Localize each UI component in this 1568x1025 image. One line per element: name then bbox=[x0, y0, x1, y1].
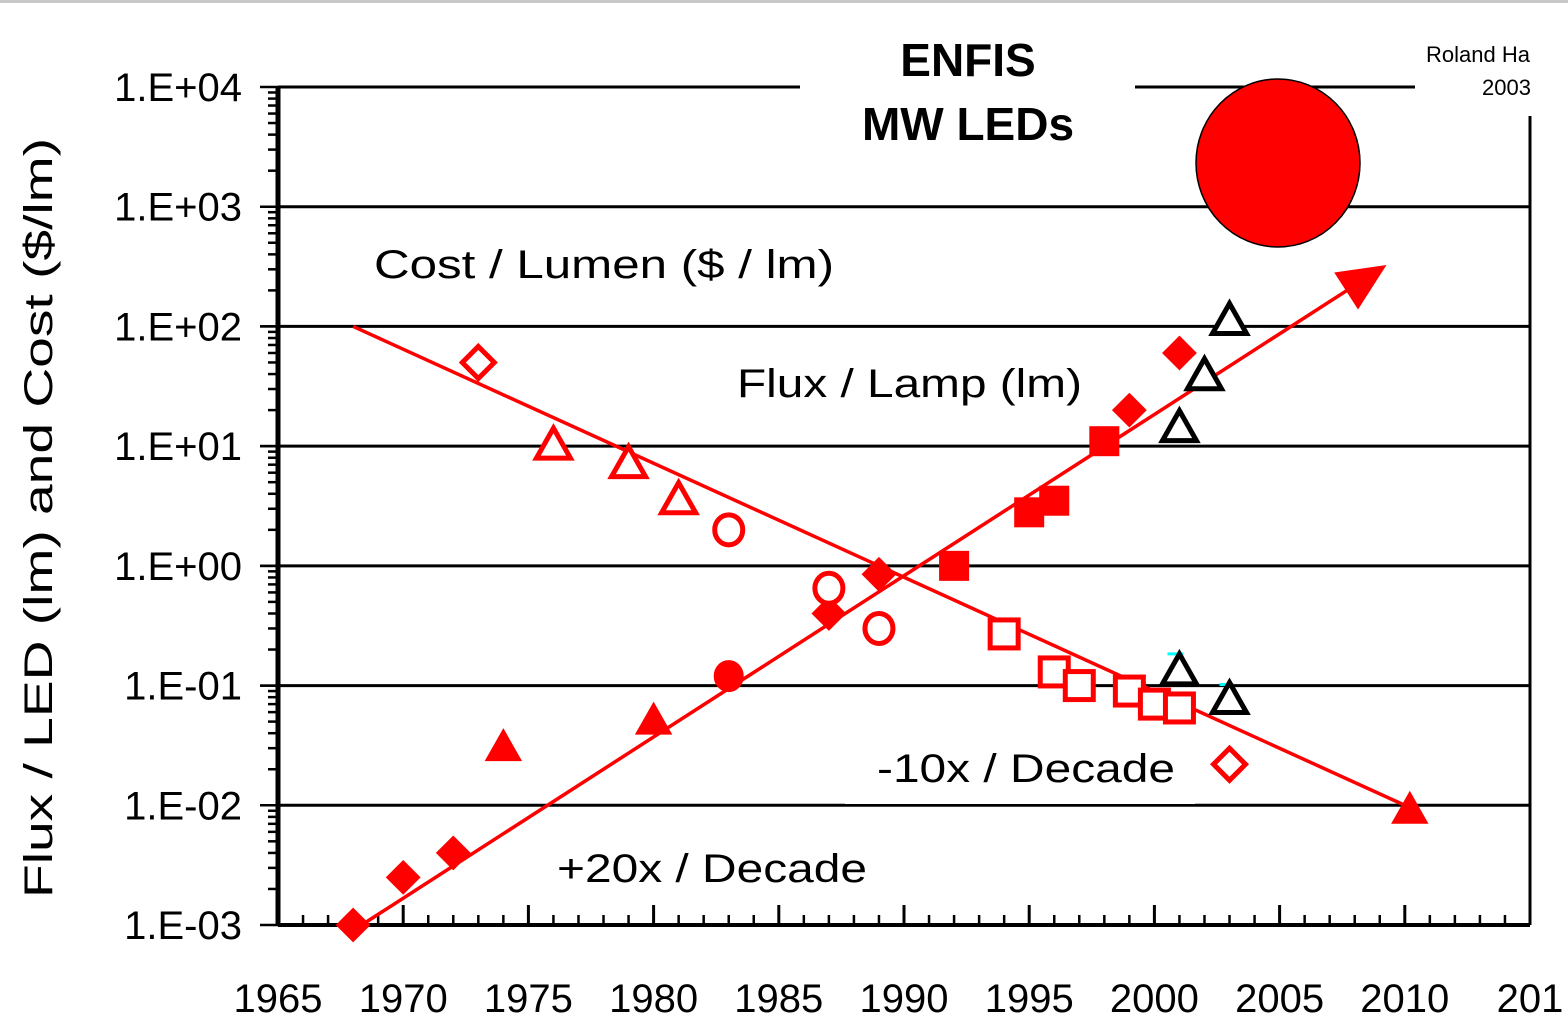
diamond-marker bbox=[335, 907, 371, 943]
cost-rate-label: -10x / Decade bbox=[877, 747, 1175, 791]
x-tick-label: 2010 bbox=[1360, 977, 1449, 1021]
diamond-marker bbox=[861, 556, 897, 592]
y-tick-label: 1.E+01 bbox=[114, 425, 242, 469]
triangle-marker bbox=[634, 701, 673, 735]
triangle-marker bbox=[1183, 353, 1226, 392]
cost-rate-background bbox=[845, 740, 1195, 804]
y-tick-label: 1.E+04 bbox=[114, 66, 242, 110]
title-background bbox=[800, 36, 1135, 161]
square-marker bbox=[1014, 497, 1045, 528]
cost-label: Cost / Lumen ($ / lm) bbox=[374, 243, 834, 287]
x-tick-label: 1980 bbox=[609, 977, 698, 1021]
y-tick-label: 1.E+00 bbox=[114, 545, 242, 589]
diamond-marker bbox=[1162, 335, 1197, 371]
triangle-marker bbox=[657, 477, 700, 516]
x-tick-label: 201 bbox=[1497, 977, 1564, 1021]
credit-name: Roland Ha bbox=[1426, 42, 1531, 67]
x-tick-label: 1965 bbox=[234, 977, 323, 1021]
triangle-marker bbox=[484, 728, 523, 762]
x-tick-label: 1985 bbox=[734, 977, 823, 1021]
flux-trend-arrowhead bbox=[1334, 264, 1387, 310]
diamond-marker bbox=[1111, 392, 1147, 428]
x-tick-label: 2005 bbox=[1235, 977, 1324, 1021]
diamond-marker bbox=[1209, 744, 1250, 784]
triangle-marker bbox=[607, 441, 650, 480]
x-tick-label: 1970 bbox=[359, 977, 448, 1021]
chart-title-line-1: ENFIS bbox=[900, 34, 1035, 86]
credit-background bbox=[1415, 36, 1568, 116]
circle-marker bbox=[713, 660, 744, 693]
square-marker bbox=[1089, 426, 1120, 457]
y-tick-label: 1.E-03 bbox=[124, 904, 242, 948]
tick-marks bbox=[260, 85, 1532, 927]
triangle-marker bbox=[1208, 677, 1251, 716]
x-tick-labels: 1965 1970 1975 1980 1985 1990 1995 2000 2005 2010… bbox=[234, 977, 1564, 1021]
x-tick-label: 2000 bbox=[1110, 977, 1199, 1021]
diamond-marker bbox=[435, 835, 471, 871]
diamond-marker bbox=[811, 596, 847, 631]
credit-year: 2003 bbox=[1482, 75, 1531, 100]
triangle-marker bbox=[1208, 298, 1251, 336]
y-tick-label: 1.E+03 bbox=[114, 186, 242, 230]
circle-marker bbox=[862, 610, 896, 646]
x-tick-label: 1975 bbox=[484, 977, 573, 1021]
y-tick-labels: 1.E-03 1.E-02 1.E-01 1.E+00 1.E+01 1.E+02 1.E+… bbox=[114, 66, 242, 948]
square-marker bbox=[1039, 485, 1070, 516]
y-axis-label: Flux / LED (lm) and Cost ($/lm) bbox=[17, 138, 61, 898]
diamond-marker bbox=[385, 859, 421, 895]
y-tick-label: 1.E-02 bbox=[124, 784, 242, 828]
grid-lines bbox=[278, 85, 1530, 807]
diamond-marker bbox=[458, 342, 498, 383]
x-tick-label: 1995 bbox=[985, 977, 1074, 1021]
highlight-ellipse bbox=[1195, 78, 1361, 248]
triangle-marker bbox=[1158, 648, 1201, 687]
square-marker bbox=[1062, 669, 1096, 703]
chart-title-line-2: MW LEDs bbox=[862, 98, 1074, 150]
square-marker bbox=[1162, 691, 1196, 725]
triangle-marker bbox=[532, 423, 575, 461]
data-points bbox=[335, 298, 1429, 943]
y-tick-label: 1.E-01 bbox=[124, 665, 242, 709]
circle-marker bbox=[712, 512, 746, 548]
flux-label: Flux / Lamp (lm) bbox=[737, 362, 1082, 406]
square-marker bbox=[939, 550, 970, 581]
top-border bbox=[0, 0, 1568, 3]
triangle-marker bbox=[1391, 790, 1429, 824]
circle-marker bbox=[812, 570, 846, 606]
x-tick-label: 1990 bbox=[860, 977, 949, 1021]
square-marker bbox=[987, 617, 1021, 651]
y-tick-label: 1.E+02 bbox=[114, 305, 242, 349]
flux-rate-label: +20x / Decade bbox=[557, 847, 867, 891]
triangle-marker bbox=[1158, 405, 1201, 444]
